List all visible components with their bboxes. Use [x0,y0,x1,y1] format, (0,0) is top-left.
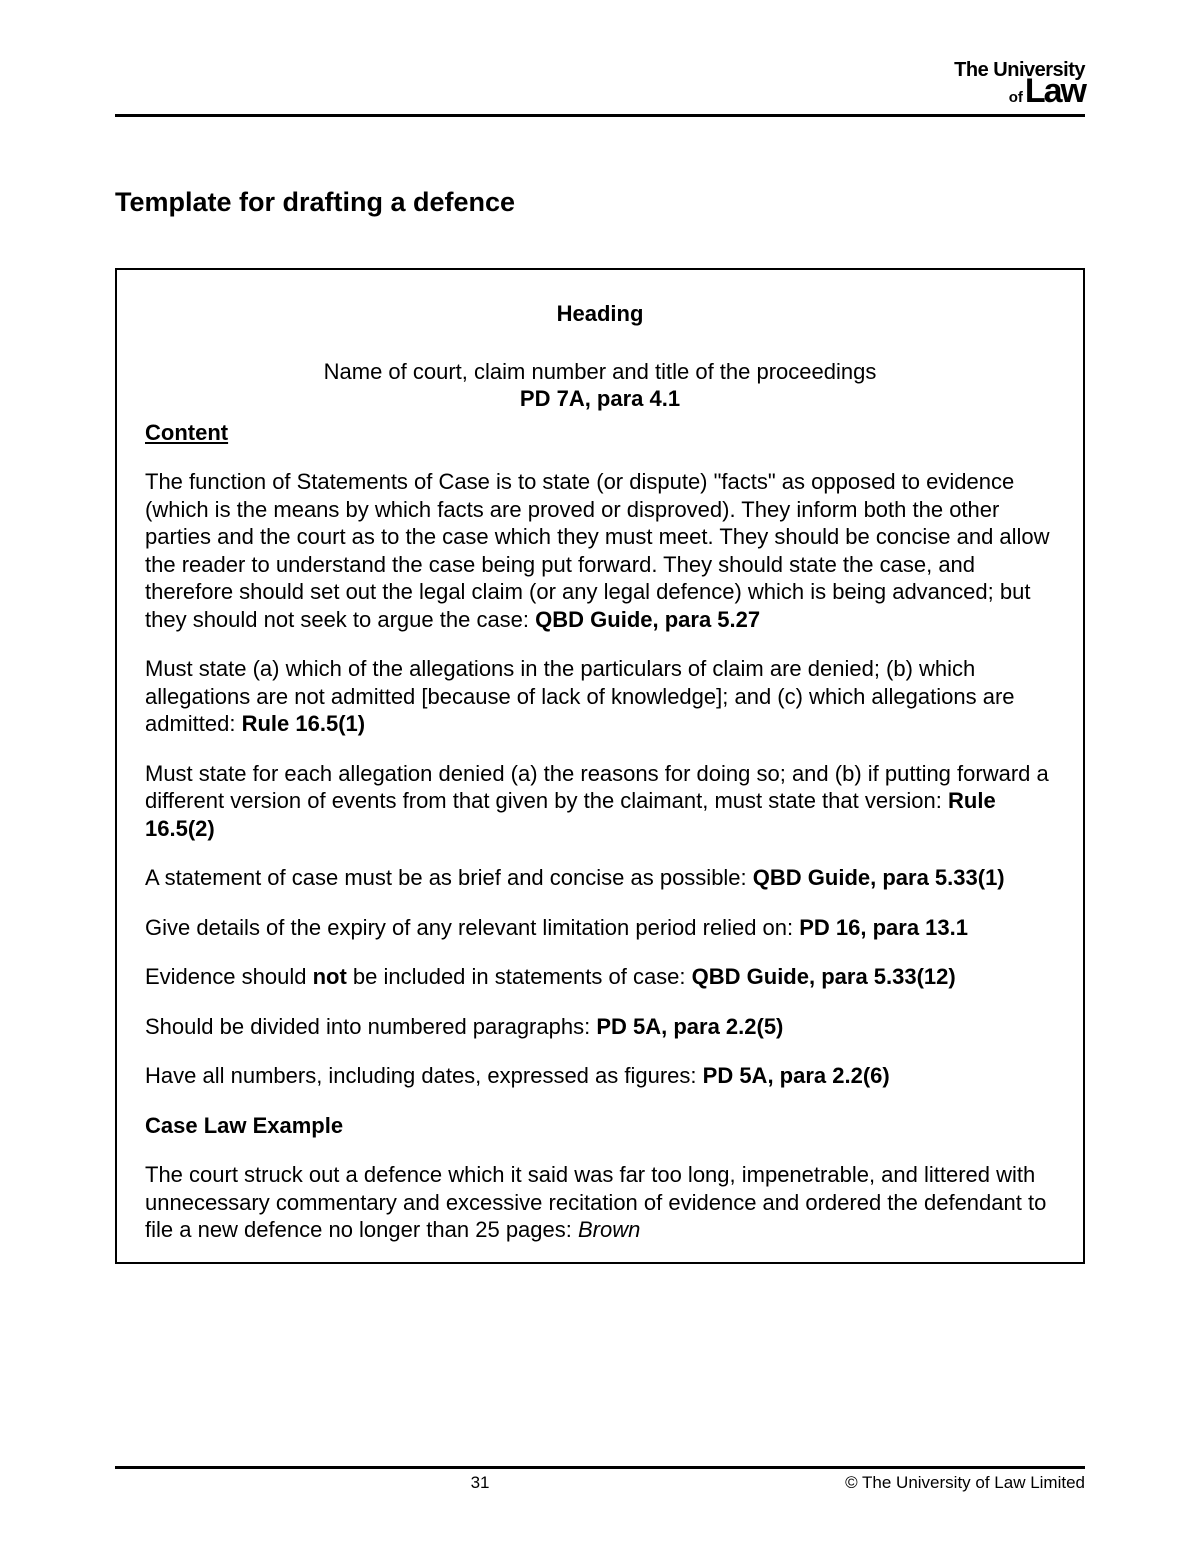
logo-of: of [1009,90,1023,105]
paragraph-3: Must state for each allegation denied (a… [145,760,1055,843]
page-header: The University of Law [115,60,1085,117]
paragraph-2: Must state (a) which of the allegations … [145,655,1055,738]
paragraph-6-ref: QBD Guide, para 5.33(12) [692,964,956,989]
university-of-law-logo: The University of Law [954,60,1085,108]
paragraph-1: The function of Statements of Case is to… [145,468,1055,633]
content-label: Content [145,419,1055,447]
paragraph-5-ref: PD 16, para 13.1 [799,915,968,940]
page-footer: 31 © The University of Law Limited [115,1466,1085,1493]
subheading-line: Name of court, claim number and title of… [145,358,1055,386]
paragraph-8: Have all numbers, including dates, expre… [145,1062,1055,1090]
paragraph-8-ref: PD 5A, para 2.2(6) [703,1063,890,1088]
case-law-label: Case Law Example [145,1112,1055,1140]
copyright: © The University of Law Limited [845,1473,1085,1493]
paragraph-9-case: Brown [578,1217,640,1242]
footer-rule [115,1466,1085,1469]
paragraph-7: Should be divided into numbered paragrap… [145,1013,1055,1041]
paragraph-4-ref: QBD Guide, para 5.33(1) [753,865,1005,890]
paragraph-6-post: be included in statements of case: [347,964,692,989]
subheading-reference: PD 7A, para 4.1 [145,385,1055,413]
paragraph-6: Evidence should not be included in state… [145,963,1055,991]
paragraph-8-text: Have all numbers, including dates, expre… [145,1063,703,1088]
page-title: Template for drafting a defence [115,187,1085,218]
paragraph-7-ref: PD 5A, para 2.2(5) [596,1014,783,1039]
paragraph-7-text: Should be divided into numbered paragrap… [145,1014,596,1039]
template-box: Heading Name of court, claim number and … [115,268,1085,1264]
footer-row: 31 © The University of Law Limited [115,1473,1085,1493]
heading-label: Heading [145,300,1055,328]
paragraph-1-ref: QBD Guide, para 5.27 [535,607,760,632]
paragraph-4: A statement of case must be as brief and… [145,864,1055,892]
paragraph-6-not: not [313,964,347,989]
paragraph-3-text: Must state for each allegation denied (a… [145,761,1049,814]
paragraph-4-text: A statement of case must be as brief and… [145,865,753,890]
paragraph-9: The court struck out a defence which it … [145,1161,1055,1244]
paragraph-5: Give details of the expiry of any releva… [145,914,1055,942]
document-page: The University of Law Template for draft… [0,0,1200,1553]
paragraph-6-pre: Evidence should [145,964,313,989]
paragraph-5-text: Give details of the expiry of any releva… [145,915,799,940]
paragraph-2-ref: Rule 16.5(1) [242,711,366,736]
logo-law: Law [1025,74,1085,108]
page-number: 31 [115,1473,845,1493]
